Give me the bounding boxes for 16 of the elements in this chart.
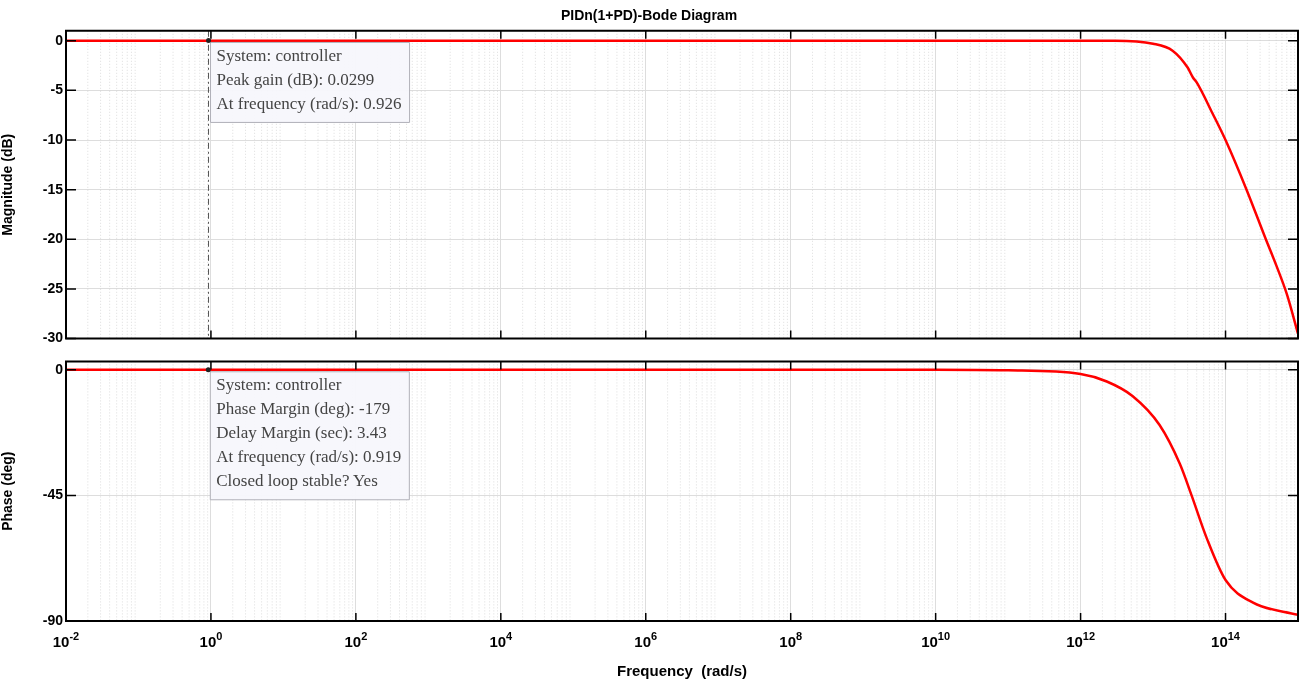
annotation: System: controller Peak gain (dB): 0.0299 At frequency (rad/s): 0.926 [216,45,402,113]
chart-title: PIDn(1+PD)-Bode Diagram [560,7,738,24]
y-tick-label: 0 [55,360,64,377]
y-tick-label: -20 [42,230,64,247]
y-tick-label: -90 [42,611,64,628]
annotation: System: controller Phase Margin (deg): -179 Delay Margin (sec): 3.43 At frequency (rad/s): 0.919 Closed loop stable? Yes [216,375,402,491]
x-axis-title: Frequency (rad/s) [616,662,748,680]
y-tick-label: -10 [42,130,64,147]
y-axis-title: Magnitude (dB) [0,133,16,236]
y-tick-label: -15 [42,180,64,197]
y-tick-label: -25 [42,279,64,296]
y-tick-label: -45 [42,486,64,503]
y-axis-title: Phase (deg) [0,451,16,531]
y-tick-label: -5 [50,81,64,98]
y-tick-label: 0 [55,31,64,48]
y-tick-label: -30 [42,329,64,346]
